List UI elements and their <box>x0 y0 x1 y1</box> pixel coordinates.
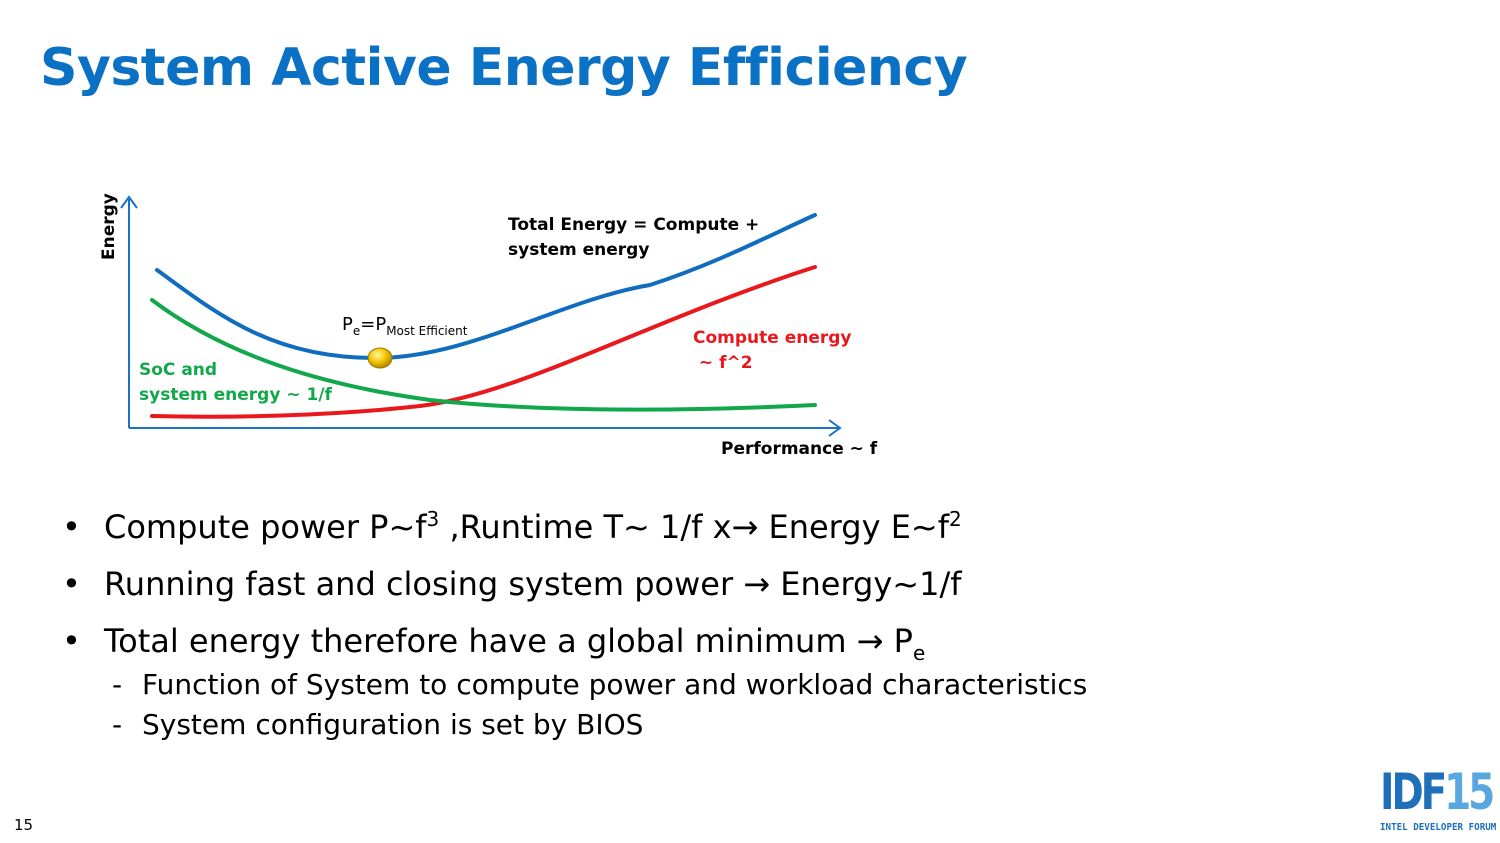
sub-bullet-text: System configuration is set by BIOS <box>142 708 644 741</box>
subscript: e <box>912 641 926 665</box>
logo-wordmark: IDF15 <box>1380 763 1495 821</box>
axes <box>120 195 842 437</box>
bullet-text: Compute power P~f <box>104 508 427 546</box>
most-efficient-point-label: Pe=PMost Efficient <box>342 314 468 338</box>
total-energy-label-line2: system energy <box>508 240 649 260</box>
y-axis-arrow-icon <box>120 195 138 209</box>
bullet-total-energy: • Total energy therefore have a global m… <box>62 618 1087 675</box>
slide-title: System Active Energy Efficiency <box>40 38 968 98</box>
bullet-running-fast: • Running fast and closing system power … <box>62 561 1087 618</box>
compute-energy-label-line1: Compute energy <box>693 328 852 348</box>
bullet-icon: • <box>62 508 81 546</box>
compute-energy-label-line2: ~ f^2 <box>693 353 753 373</box>
energy-diagram: Energy Performance ~ f Total Energy = Co… <box>99 193 878 459</box>
bullet-text: Total energy therefore have a global min… <box>104 622 857 660</box>
arrow-icon: → <box>731 508 759 546</box>
page-number: 15 <box>14 816 34 834</box>
logo-number: 15 <box>1444 763 1495 821</box>
bullet-list: • Compute power P~f3 ,Runtime T~ 1/f x→ … <box>62 504 1087 745</box>
arrow-icon: → <box>743 565 771 603</box>
x-axis-label: Performance ~ f <box>721 439 878 459</box>
x-axis-arrow-icon <box>828 419 842 437</box>
bullet-icon: • <box>62 622 81 660</box>
most-efficient-point-icon <box>367 347 393 369</box>
bullet-text: ,Runtime T~ 1/f x <box>439 508 732 546</box>
bullet-icon: • <box>62 565 81 603</box>
sub-bullet-function-of-system: - Function of System to compute power an… <box>62 665 1087 705</box>
point-label-eq: =P <box>360 314 386 335</box>
logo-tagline: INTEL DEVELOPER FORUM <box>1380 822 1497 833</box>
point-label-sub-most-efficient: Most Efficient <box>386 324 468 338</box>
bullet-text: Energy~1/f <box>770 565 962 603</box>
arrow-icon: → <box>856 622 884 660</box>
point-label-sub-e: e <box>353 324 360 338</box>
soc-energy-label-line1: SoC and <box>139 360 217 380</box>
point-label-p: P <box>342 314 353 335</box>
soc-energy-curve <box>150 298 817 412</box>
soc-energy-label-line2: system energy ~ 1/f <box>139 385 333 405</box>
dash-icon: - <box>112 668 123 701</box>
y-axis-label: Energy <box>99 193 119 260</box>
sub-bullet-bios: - System configuration is set by BIOS <box>62 705 1087 745</box>
bullet-compute-power: • Compute power P~f3 ,Runtime T~ 1/f x→ … <box>62 504 1087 561</box>
bullet-text: Running fast and closing system power <box>104 565 744 603</box>
sub-bullet-text: Function of System to compute power and … <box>142 668 1088 701</box>
bullet-text: P <box>883 622 913 660</box>
logo-letters: IDF <box>1380 763 1447 821</box>
superscript: 2 <box>948 507 962 531</box>
sub-bullet-list: - Function of System to compute power an… <box>62 665 1087 745</box>
superscript: 3 <box>426 507 440 531</box>
bullet-text: Energy E~f <box>758 508 949 546</box>
total-energy-label-line1: Total Energy = Compute + <box>508 215 759 235</box>
total-energy-curve <box>155 213 817 361</box>
compute-energy-curve <box>150 265 817 419</box>
idf15-logo: IDF15 INTEL DEVELOPER FORUM <box>1380 766 1496 838</box>
dash-icon: - <box>112 708 123 741</box>
